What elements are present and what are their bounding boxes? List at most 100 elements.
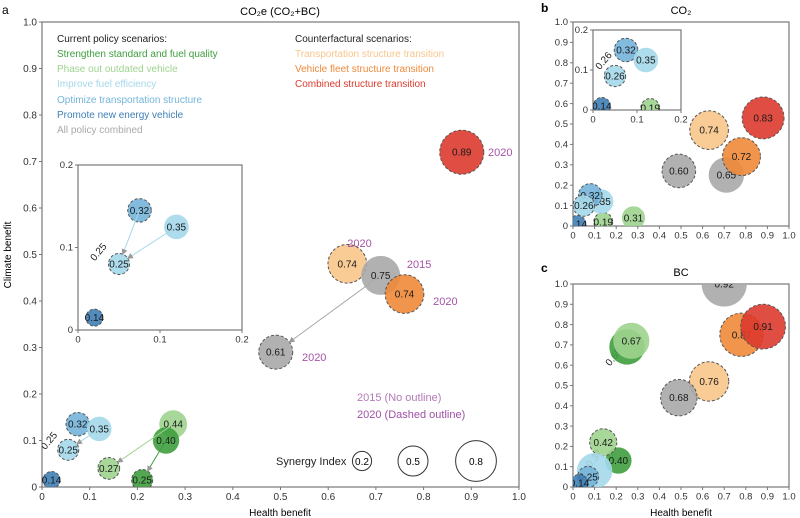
panel-c-bubble-label: 0.40 (609, 456, 629, 467)
panel-b-inset-bubble-nev-2020 (593, 96, 611, 110)
panel-a-x-tick-label: 0.6 (321, 492, 335, 503)
synergy-size-0.8 (455, 440, 497, 482)
panel-c-y-tick-label: 0.5 (555, 381, 568, 392)
panel-b-inset-x-tick-label: 0.1 (630, 115, 643, 126)
x-axis-label-c: Health benefit (650, 508, 712, 518)
legend-combined: Combined structure transition (295, 79, 426, 90)
panel-a-y-tick-label: 0.7 (23, 157, 37, 168)
synergy-size-0.2 (351, 450, 373, 472)
panel-b-inset-y-tick-label: 0 (583, 105, 588, 116)
panel-c-x-tick-label: 0.4 (653, 492, 666, 503)
panel-c-marks: 0.650.370.920.870.910.760.680.670.400.42… (570, 280, 786, 489)
panel-a-inset-y-tick-label: 0 (68, 325, 73, 336)
panel-a-bubble-label: 0.61 (266, 348, 286, 359)
panel-b-x-tick-label: 0.5 (674, 231, 687, 242)
panel-a-bubble-efficiency-2020 (57, 438, 80, 461)
legend-efficiency: Improve fuel efficiency (57, 79, 156, 90)
panel-a-marks: 0.25 0.89 0.74 0.75 0.74 0.61 0.44 0.40 0.27 0.25… (42, 129, 485, 487)
panel-a-inset-y-tick-label: 0.2 (60, 160, 73, 171)
panel-a-inset-x-tick-label: 0.2 (235, 335, 248, 346)
panel-a-year-label: 2015 (407, 259, 431, 271)
panel-a-x-tick-label: 0.5 (274, 492, 288, 503)
panel-b-y-tick-label: 0.6 (555, 99, 568, 110)
panel-c-bubble-label: 0.87 (732, 330, 752, 341)
panel-b-y-tick-label: 0.1 (555, 201, 568, 212)
panel-a-y-tick-label: 0.5 (23, 250, 37, 261)
synergy-size-label: 0.8 (469, 457, 483, 468)
legend-current-title: Current policy scenarios: (57, 34, 167, 45)
panel-a-year-label: 2020 (433, 296, 457, 308)
panel-a-y-tick-label: 0.1 (23, 436, 37, 447)
y-axis-label-a: Climate benefit (3, 221, 14, 288)
panel-b-y-tick-label: 0.9 (555, 38, 568, 49)
panel-a-arrow (147, 440, 167, 472)
legend-phaseout: Phase out outdated vehicle (57, 64, 178, 75)
panel-b-inset-bubble-optimize-2020 (613, 37, 639, 63)
panel-b-y-tick-label: 0.7 (555, 78, 568, 89)
panel-c-x-tick-label: 0.3 (631, 492, 644, 503)
panel-b-y-tick-label: 1.0 (555, 17, 568, 28)
legend-year-2020: 2020 (Dashed outline) (357, 409, 465, 421)
panel-b-inset-x-tick-label: 0 (590, 115, 595, 126)
synergy-size-label: 0.2 (355, 457, 369, 468)
panel-c-x-tick-label: 0.9 (761, 492, 774, 503)
panel-b-bubble-label: 0.19 (594, 217, 614, 228)
panel-a-bubble-nev-2020 (42, 471, 61, 487)
panel-a-y-tick-label: 0.3 (23, 343, 37, 354)
panel-a-bubble-phaseout-2020 (97, 457, 121, 480)
panel-c-bubble-label: 0.68 (669, 393, 689, 404)
panel-a-inset-y-tick-label: 0.1 (60, 243, 73, 254)
panel-b-y-tick-label: 0.5 (555, 119, 568, 130)
panel-a-bubble-label: 0.25 (59, 445, 79, 456)
legend-optimize: Optimize transportation structure (57, 95, 202, 106)
panel-a-arrow (288, 275, 381, 343)
panel-b-x-tick-label: 0.4 (653, 231, 666, 242)
panel-b-inset-x-tick-label: 0.2 (674, 115, 687, 126)
panel-a-y-tick-label: 0.9 (23, 64, 37, 75)
panel-a-inset-bubble-efficiency-2020 (108, 253, 130, 275)
panel-c-x-tick-label: 0 (570, 492, 575, 503)
panel-c-bubble-label: 0.14 (570, 478, 590, 489)
panel-b-x-tick-label: 0.8 (739, 231, 752, 242)
panel-c-bubble-label: 0.91 (753, 322, 773, 333)
panel-b-bubble-nev-2020 (573, 214, 587, 226)
panel-a-x-tick-label: 0 (39, 492, 45, 503)
panel-a-x-tick-label: 0.1 (83, 492, 97, 503)
panel-c-bubble-label: 0.92 (714, 280, 734, 291)
panel-a-x-tick-label: 0.9 (464, 492, 478, 503)
panel-a-inset-bubble-label: 0.32 (130, 206, 150, 217)
panel-a-x-tick-label: 0.7 (369, 492, 383, 503)
panel-a-year-label: 2020 (302, 352, 326, 364)
panel-b-inset-bubble-label: 0.26 (605, 72, 625, 83)
panel-b-inset-y-tick-label: 0.2 (575, 25, 588, 36)
legend-counter-title: Counterfactural scenarios: (295, 34, 412, 45)
panel-c-bubble-all-2020 (660, 378, 698, 417)
panel-b-bubble-label: 0.35 (591, 197, 611, 208)
panel-c-y-tick-label: 1.0 (555, 279, 568, 290)
panel-a-bubble-label: 0.44 (163, 420, 183, 431)
panel-c-bubble-label: 0.67 (622, 336, 642, 347)
panel-a-inset-bubble-label: 0.14 (85, 313, 105, 324)
panel-b-inset-bubble-phaseout-2020 (640, 98, 661, 110)
panel-a-x-tick-label: 0.3 (178, 492, 192, 503)
panel-c-bubble-phaseout-2015 (613, 322, 650, 359)
legend-transport: Transportation structure transition (295, 49, 444, 60)
panel-a-bubble-label: 0.27 (99, 464, 119, 475)
panel-c-y-tick-label: 0 (563, 482, 568, 493)
panel-b-bubble-label: 0.60 (669, 166, 689, 177)
panel-c-y-tick-label: 0.7 (555, 340, 568, 351)
panel-a-y-tick-label: 0.8 (23, 110, 37, 121)
panel-c-x-tick-label: 0.1 (588, 492, 601, 503)
panel-c-bubble-label: 0.25 (578, 472, 598, 483)
panel-a-x-tick-label: 0.4 (226, 492, 240, 503)
panel-a-bubble-fleet-2020 (384, 274, 425, 314)
panel-c-y-tick-label: 0.2 (555, 442, 568, 453)
legend-nev: Promote new energy vehicle (57, 110, 184, 121)
panel-b-x-tick-label: 0.6 (696, 231, 709, 242)
panel-c-x-tick-label: 1.0 (782, 492, 795, 503)
panel-b-inset-bubble-label: 0.32 (616, 46, 636, 57)
panel-a-inset-x-tick-label: 0.1 (153, 335, 166, 346)
panel-a-x-tick-label: 0.2 (130, 492, 144, 503)
panel-a-bubble-label: 0.75 (371, 271, 391, 282)
panel-a-inset-x-tick-label: 0 (75, 335, 80, 346)
